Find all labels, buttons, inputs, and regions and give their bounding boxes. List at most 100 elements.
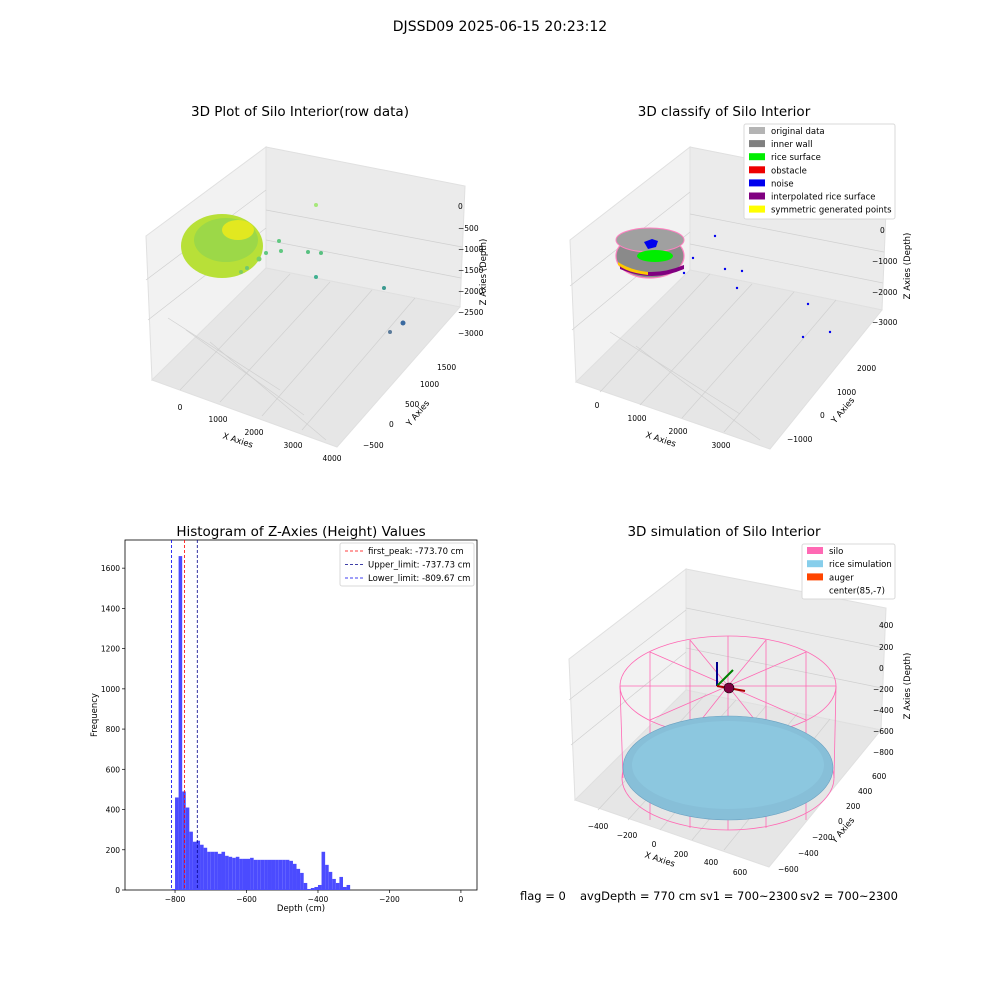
cls-noise-cluster bbox=[644, 239, 658, 249]
hist-bar bbox=[275, 859, 279, 890]
cls-floor-pane bbox=[575, 269, 883, 450]
hist-x-ticks: −800 −600 −400 −200 0 bbox=[165, 890, 464, 904]
hist-bar bbox=[242, 858, 247, 890]
hist-legend-label: first_peak: -773.70 cm bbox=[368, 547, 464, 557]
hist-y-tick: 200 bbox=[106, 846, 121, 855]
cls-z-ticks: 0 −1000 −2000 −3000 bbox=[872, 226, 898, 327]
hist-bar bbox=[278, 859, 283, 890]
hist-bar bbox=[335, 882, 340, 890]
hist-bar bbox=[264, 859, 268, 890]
raw-floor-pane bbox=[151, 267, 461, 448]
hist-bar bbox=[310, 887, 315, 890]
sim-x-tick: −200 bbox=[617, 831, 638, 840]
hist-x-tick: −800 bbox=[165, 895, 186, 904]
sim-y-tick: −200 bbox=[812, 833, 833, 842]
cls-legend-label: symmetric generated points bbox=[771, 206, 892, 216]
hist-x-tick: −200 bbox=[379, 895, 400, 904]
raw-point bbox=[314, 203, 318, 207]
sim-legend-frame bbox=[801, 543, 896, 600]
raw-z-tick: −1000 bbox=[458, 245, 484, 254]
sim-y-tick: 400 bbox=[858, 787, 873, 796]
cls-symmetric-points bbox=[618, 262, 648, 275]
cls-x-tick: 1000 bbox=[627, 414, 646, 423]
raw-point bbox=[400, 320, 406, 326]
cls-legend-label: interpolated rice surface bbox=[771, 193, 876, 203]
hist-bar bbox=[200, 844, 204, 890]
sim-y-label: Y Axies bbox=[829, 815, 857, 846]
hist-y-ticks: 0 200 400 600 800 1000 1200 1400 1600 bbox=[101, 564, 125, 895]
cls-x-tick: 2000 bbox=[668, 427, 687, 436]
sim-z-label: Z Axies (Depth) bbox=[903, 653, 913, 720]
cls-noise-point bbox=[713, 234, 717, 238]
raw-scatter-points bbox=[181, 203, 406, 334]
cls-legend-swatch bbox=[749, 205, 765, 213]
sim-auger bbox=[716, 662, 746, 694]
hist-y-tick: 600 bbox=[106, 765, 121, 774]
sim-auger-center bbox=[723, 682, 735, 694]
hist-bar bbox=[178, 556, 183, 890]
hist-y-tick: 0 bbox=[115, 886, 120, 895]
hist-title: Histogram of Z-Axies (Height) Values bbox=[176, 524, 425, 540]
cls-rice-surface bbox=[637, 250, 673, 262]
hist-x-tick: −600 bbox=[236, 895, 257, 904]
raw-y-tick: 1500 bbox=[437, 363, 456, 372]
hist-bar bbox=[307, 888, 311, 890]
raw-z-tick: −2000 bbox=[458, 287, 484, 296]
cls-noise-point bbox=[801, 335, 805, 339]
raw-point bbox=[319, 251, 323, 255]
hist-bar bbox=[339, 876, 343, 890]
hist-y-label: Frequency bbox=[90, 693, 100, 737]
hist-bar bbox=[210, 851, 215, 890]
sim-x-tick: 400 bbox=[704, 858, 719, 867]
cls-legend-label: rice surface bbox=[771, 153, 821, 163]
sim-y-tick: 200 bbox=[846, 802, 861, 811]
cls-legend: original data inner wall rice surface obsta… bbox=[743, 123, 896, 220]
raw-silo-blob-top bbox=[222, 220, 254, 240]
cls-y-tick: 2000 bbox=[857, 364, 876, 373]
hist-bar bbox=[171, 888, 176, 890]
raw-z-tick: −2500 bbox=[458, 308, 484, 317]
hist-bar bbox=[257, 859, 261, 890]
hist-bar bbox=[314, 886, 318, 890]
footer-status: flag = 0 avgDepth = 770 cm sv1 = 700~230… bbox=[520, 889, 898, 903]
hist-bar bbox=[189, 831, 193, 890]
hist-bar bbox=[300, 872, 304, 890]
raw-z-ticks: 0 −500 −1000 −1500 −2000 −2500 −3000 bbox=[458, 202, 484, 338]
raw-z-label: Z Axies (Depth) bbox=[479, 239, 489, 306]
hist-bar bbox=[250, 857, 254, 890]
hist-bar bbox=[203, 847, 208, 890]
hist-bar bbox=[217, 853, 222, 890]
hist-y-tick: 800 bbox=[106, 725, 121, 734]
cls-noise-point bbox=[828, 330, 832, 334]
sim-legend-label: silo bbox=[829, 547, 843, 557]
hist-legend-label: Upper_limit: -737.73 cm bbox=[368, 561, 471, 571]
sim-x-ticks: −400 −200 0 200 400 600 bbox=[588, 822, 748, 877]
cls-legend-swatch bbox=[749, 166, 765, 174]
cls-legend-swatch bbox=[749, 192, 765, 200]
hist-bar bbox=[225, 855, 229, 890]
cls-legend-label: obstacle bbox=[771, 166, 807, 176]
cls-y-label: Y Axies bbox=[829, 395, 857, 426]
cls-z-label: Z Axies (Depth) bbox=[903, 233, 913, 300]
cls-legend-label: noise bbox=[771, 179, 794, 189]
raw-x-ticks: 0 1000 2000 3000 4000 bbox=[178, 403, 342, 463]
raw-x-tick: 4000 bbox=[322, 454, 341, 463]
hist-y-tick: 400 bbox=[106, 806, 121, 815]
hist-bar bbox=[267, 859, 272, 890]
raw-point bbox=[382, 286, 386, 290]
cls-legend-label: original data bbox=[771, 127, 825, 137]
cls-legend-swatch bbox=[749, 127, 765, 134]
cls-y-tick: 0 bbox=[820, 411, 825, 420]
hist-x-tick: −400 bbox=[308, 895, 329, 904]
cls-noise-point bbox=[682, 271, 686, 275]
cls-z-tick: −3000 bbox=[872, 318, 898, 327]
cls-x-ticks: 0 1000 2000 3000 bbox=[595, 401, 731, 450]
hist-x-label: Depth (cm) bbox=[277, 904, 325, 914]
hist-vlines bbox=[171, 540, 198, 890]
raw-point bbox=[245, 266, 249, 270]
raw-point bbox=[279, 249, 283, 253]
cls-x-tick: 3000 bbox=[711, 441, 730, 450]
hist-bar bbox=[232, 857, 236, 890]
sim-legend-label: rice simulation bbox=[829, 560, 892, 570]
raw-y-ticks: −500 0 500 1000 1500 bbox=[363, 363, 456, 450]
